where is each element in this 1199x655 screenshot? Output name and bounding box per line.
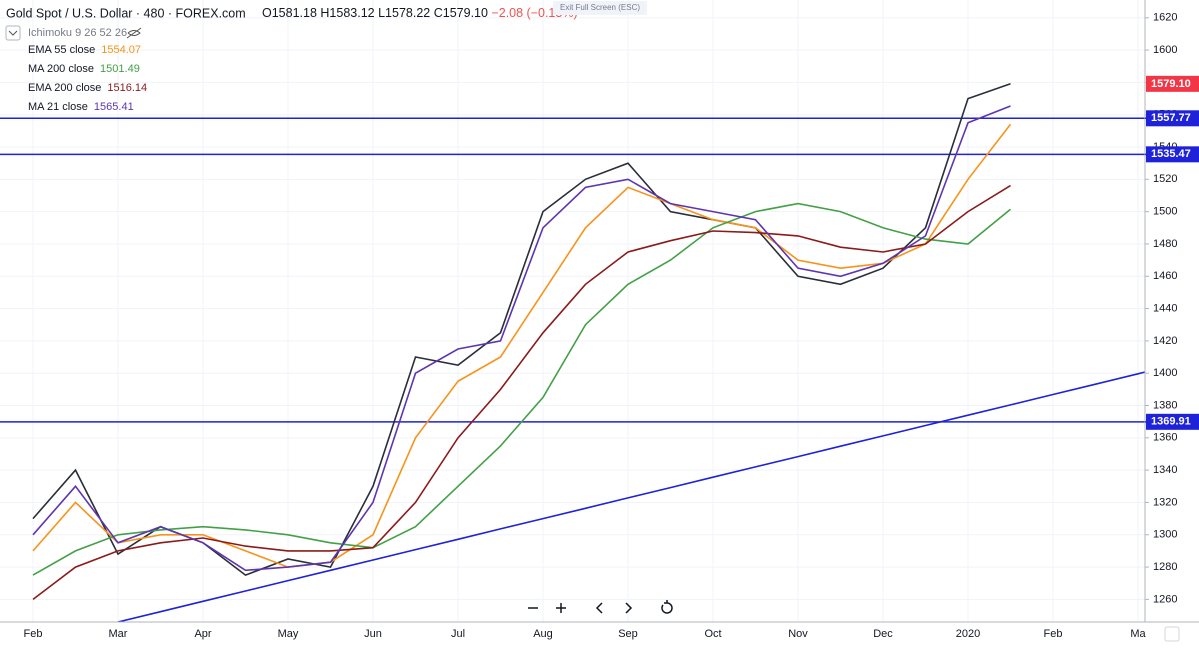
- x-tick-label: Nov: [788, 628, 808, 640]
- legend-value: 1516.14: [107, 82, 147, 94]
- y-tick-label: 1280: [1153, 561, 1177, 573]
- x-tick-label: Feb: [24, 628, 43, 640]
- y-tick-label: 1600: [1153, 44, 1177, 56]
- series-line: [32, 184, 1011, 601]
- low: L1578.22: [378, 6, 430, 20]
- x-tick-label: Jul: [451, 628, 465, 640]
- y-tick-label: 1340: [1153, 464, 1177, 476]
- exit-fullscreen-button[interactable]: [553, 1, 647, 15]
- toolbar: [528, 600, 673, 614]
- y-tick-label: 1480: [1153, 238, 1177, 250]
- series-line: [117, 371, 1145, 622]
- y-tick-label: 1420: [1153, 335, 1177, 347]
- y-tick-label: 1620: [1153, 12, 1177, 24]
- y-tick-label: 1380: [1153, 399, 1177, 411]
- hide-icon[interactable]: [126, 27, 142, 39]
- high: H1583.12: [320, 6, 374, 20]
- x-tick-label: Jun: [364, 628, 382, 640]
- y-tick-label: 1440: [1153, 302, 1177, 314]
- y-tick-label: 1360: [1153, 432, 1177, 444]
- zoom-in[interactable]: [556, 603, 566, 613]
- y-tick-label: 1260: [1153, 593, 1177, 605]
- legend-value: 1565.41: [94, 101, 134, 113]
- x-tick-label: Apr: [194, 628, 211, 640]
- legend-name: MA 21 close: [28, 101, 88, 113]
- series-line: [32, 105, 1011, 572]
- exit-fullscreen-text: Exit Full Screen (ESC): [560, 3, 640, 12]
- y-tick-label: 1400: [1153, 367, 1177, 379]
- legend-value: 1554.07: [101, 44, 141, 56]
- collapse-button[interactable]: [5, 25, 21, 41]
- price-label-bg: [1146, 110, 1199, 127]
- price-label: 1535.47: [1151, 148, 1191, 160]
- y-tick-label: 1500: [1153, 206, 1177, 218]
- chevron-icon: [8, 30, 18, 36]
- x-tick-label: Dec: [873, 628, 893, 640]
- price-label-bg: [1146, 413, 1199, 430]
- price-label: 1369.91: [1151, 416, 1191, 428]
- x-tick-label: Oct: [704, 628, 721, 640]
- y-tick-label: 1300: [1153, 529, 1177, 541]
- reset[interactable]: [661, 600, 673, 614]
- y-tick-label: 1460: [1153, 270, 1177, 282]
- legend-value: 1501.49: [100, 63, 140, 75]
- price-label: 1557.77: [1151, 112, 1191, 124]
- x-tick-label: 2020: [956, 628, 980, 640]
- legend-name: EMA 200 close: [28, 82, 101, 94]
- symbol-title: Gold Spot / U.S. Dollar · 480 · FOREX.co…: [6, 6, 246, 20]
- scroll-left[interactable]: [595, 602, 603, 614]
- x-tick-label: Mar: [109, 628, 128, 640]
- series-line: [32, 202, 1012, 576]
- last-price-label: 1579.10: [1151, 78, 1191, 90]
- series-line: [32, 83, 1011, 577]
- x-tick-label: Ma: [1130, 628, 1146, 640]
- last-price-bg: [1146, 75, 1199, 92]
- indicator-label: Ichimoku 9 26 52 26: [28, 27, 127, 39]
- legend-name: EMA 55 close: [28, 44, 95, 56]
- scroll-right[interactable]: [625, 602, 633, 614]
- close: C1579.10: [434, 6, 488, 20]
- x-tick-label: Sep: [618, 628, 638, 640]
- y-tick-label: 1520: [1153, 173, 1177, 185]
- x-tick-label: Feb: [1044, 628, 1063, 640]
- price-label-bg: [1146, 146, 1199, 163]
- y-tick-label: 1320: [1153, 496, 1177, 508]
- ohlc: O1581.18 H1583.12 L1578.22 C1579.10 −2.0…: [262, 6, 578, 20]
- x-tick-label: Aug: [533, 628, 553, 640]
- open: O1581.18: [262, 6, 317, 20]
- auto-scale-button[interactable]: [1164, 626, 1180, 642]
- x-tick-label: May: [278, 628, 299, 640]
- legend-name: MA 200 close: [28, 63, 94, 75]
- series-line: [32, 123, 1012, 568]
